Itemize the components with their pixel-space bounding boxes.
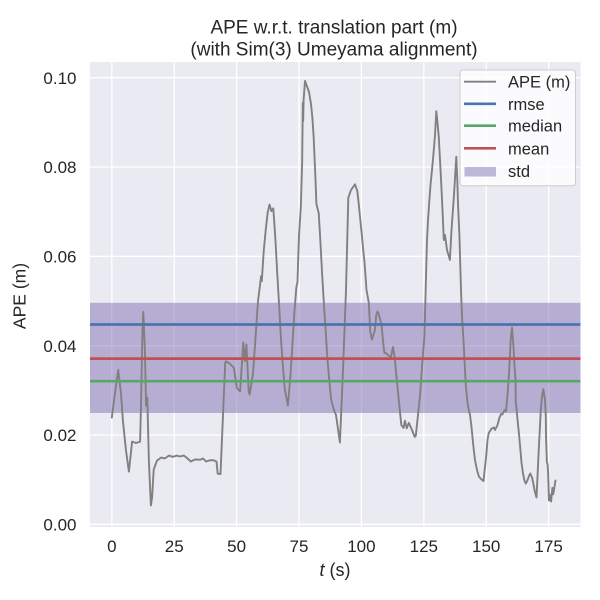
svg-text:0: 0 (107, 537, 116, 556)
svg-text:APE (m): APE (m) (508, 74, 570, 92)
svg-text:APE (m): APE (m) (10, 263, 30, 329)
svg-text:APE w.r.t. translation part (m: APE w.r.t. translation part (m) (210, 18, 457, 39)
svg-text:t (s): t (s) (319, 560, 350, 580)
svg-text:25: 25 (165, 537, 184, 556)
svg-text:0.06: 0.06 (43, 248, 76, 267)
svg-text:0.08: 0.08 (43, 158, 76, 177)
svg-text:100: 100 (347, 537, 375, 556)
svg-text:(with Sim(3) Umeyama alignment: (with Sim(3) Umeyama alignment) (190, 40, 477, 61)
svg-text:150: 150 (472, 537, 500, 556)
svg-text:rmse: rmse (508, 96, 545, 114)
svg-text:0.10: 0.10 (43, 69, 76, 88)
svg-text:std: std (508, 163, 530, 181)
svg-text:median: median (508, 118, 562, 136)
svg-text:125: 125 (410, 537, 438, 556)
svg-text:0.02: 0.02 (43, 426, 76, 445)
svg-text:75: 75 (290, 537, 309, 556)
svg-text:175: 175 (534, 537, 562, 556)
svg-text:0.04: 0.04 (43, 337, 76, 356)
svg-text:50: 50 (227, 537, 246, 556)
svg-text:0.00: 0.00 (43, 516, 76, 535)
svg-text:mean: mean (508, 140, 549, 158)
